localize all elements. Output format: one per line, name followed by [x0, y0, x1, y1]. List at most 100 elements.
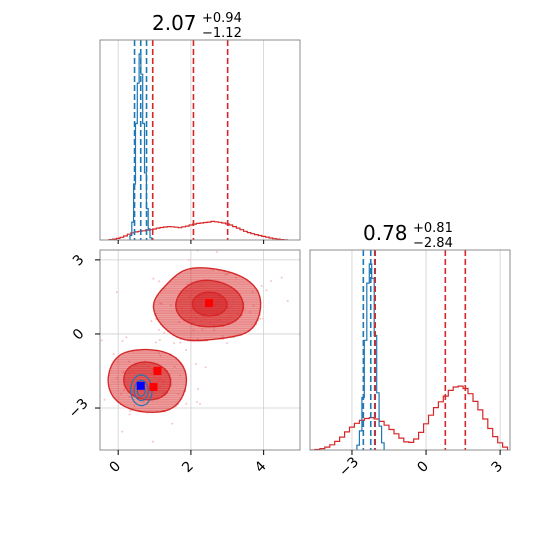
fill-cell [125, 384, 172, 387]
contour-line-red [107, 267, 262, 413]
sample-point [119, 392, 122, 395]
sample-point [152, 440, 155, 443]
sample-point [177, 392, 180, 395]
y-param2-tick-label: 3 [70, 252, 88, 270]
sample-point [142, 401, 145, 404]
sample-point [103, 398, 106, 401]
fill-cell [120, 402, 179, 405]
fill-cell [180, 315, 241, 318]
fill-cell [198, 293, 221, 296]
fill-cell [198, 324, 225, 327]
sample-point [121, 340, 124, 343]
sample-point [235, 276, 238, 279]
sample-point [158, 280, 161, 283]
sample-point [204, 366, 207, 369]
fill-cell [125, 373, 170, 376]
sample-point [196, 338, 199, 341]
sample-point [249, 310, 252, 313]
histogram-panel-param2: −3 0 3 [309, 249, 511, 480]
fill-cell [127, 406, 174, 409]
sample-point [115, 291, 118, 294]
fill-cell [180, 271, 232, 274]
sample-point [158, 351, 161, 354]
sample-point [280, 276, 283, 279]
sample-point [158, 328, 161, 331]
fill-cell [183, 319, 237, 322]
fill-cell [194, 308, 226, 311]
x-param2-tick-label: 3 [488, 458, 506, 476]
contour-line-blue [133, 379, 149, 402]
sample-point [262, 317, 265, 320]
fill-cell [132, 364, 161, 367]
fill-cell [181, 290, 237, 293]
fill-cell [125, 371, 168, 374]
contour-panel: 0 2 4 −3 0 3 [66, 249, 313, 476]
sample-point [224, 273, 227, 276]
sample-point [221, 335, 224, 338]
fill-cell [196, 295, 223, 298]
sample-point [184, 349, 187, 352]
fill-cell [183, 288, 235, 291]
x-param1-tick-label: 0 [107, 458, 125, 476]
sample-point [270, 280, 273, 283]
sample-point [152, 277, 155, 280]
fill-cell [116, 357, 177, 360]
sample-point [195, 362, 198, 365]
fill-cell [130, 408, 170, 411]
sample-point [213, 329, 216, 332]
sample-point [178, 321, 181, 324]
sample-point [179, 374, 182, 377]
sample-point [128, 413, 131, 416]
sample-point [192, 329, 195, 332]
sample-point [159, 354, 162, 357]
sample-point [197, 387, 200, 390]
fill-cell [138, 410, 166, 413]
fill-cell [136, 362, 155, 365]
fill-cell [189, 284, 228, 287]
sample-point [170, 304, 173, 307]
fill-cell [123, 380, 172, 384]
sample-point [251, 291, 254, 294]
hist-red-param2 [310, 385, 509, 450]
title-param2-value: 0.78 [363, 221, 408, 245]
sample-point [92, 368, 94, 370]
fill-cell [196, 310, 225, 313]
fill-cell [174, 275, 241, 278]
fill-cell [167, 330, 250, 333]
fill-cell [203, 291, 215, 294]
fill-cell [127, 370, 168, 373]
fill-cell [132, 393, 166, 396]
fill-cell [163, 326, 254, 329]
contour-line-red [191, 291, 228, 317]
sample-point [123, 388, 126, 391]
sample-point [129, 410, 132, 413]
fill-cell [178, 273, 237, 276]
sample-point [198, 403, 201, 406]
fill-cell [190, 322, 230, 325]
sample-point [115, 376, 118, 379]
y-param2-tick-label: 0 [70, 326, 88, 344]
marker-red [153, 366, 162, 375]
sample-point [128, 360, 131, 363]
fill-cell [176, 335, 235, 338]
contour-line-red [123, 279, 244, 401]
fill-cell [183, 270, 226, 273]
sample-point [265, 289, 268, 292]
fill-cell [190, 282, 224, 285]
sample-point [128, 395, 131, 398]
fill-cell [198, 311, 223, 314]
sample-point [179, 341, 182, 344]
title-param1-value: 2.07 [152, 11, 197, 35]
sample-point [88, 384, 90, 386]
sample-point [260, 284, 263, 287]
sample-point [173, 365, 176, 368]
sample-point [91, 353, 93, 355]
fill-cell [170, 331, 246, 334]
marker-red [149, 383, 158, 392]
y-param2-tick-label: −3 [66, 396, 92, 422]
fill-cell [189, 268, 215, 271]
sample-point [311, 346, 313, 348]
sample-point [122, 371, 125, 374]
sample-point [158, 338, 161, 341]
